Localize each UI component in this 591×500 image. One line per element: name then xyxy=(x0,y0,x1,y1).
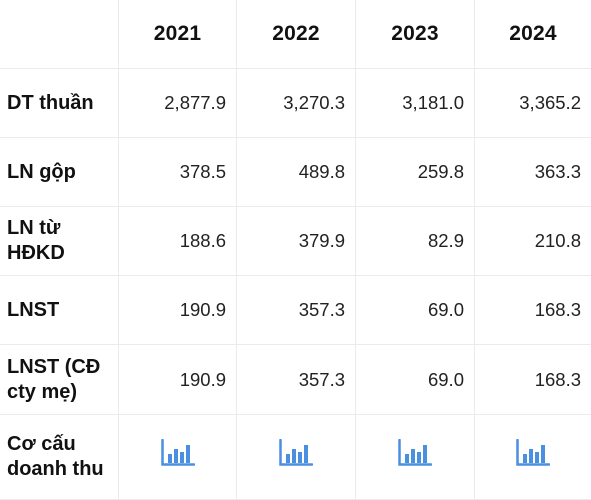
column-header-2024: 2024 xyxy=(475,0,591,69)
row-label-ln-gop: LN gộp xyxy=(0,138,119,207)
row-label-lnst-cd-cty-me: LNST (CĐ cty mẹ) xyxy=(0,345,119,415)
table-cell: 168.3 xyxy=(475,276,591,345)
column-header-2021: 2021 xyxy=(119,0,237,69)
table-cell: 168.3 xyxy=(475,345,591,415)
row-label-text: LN từ xyxy=(7,217,61,239)
column-header-2023: 2023 xyxy=(356,0,475,69)
table-cell: 3,365.2 xyxy=(475,69,591,138)
table-cell: 259.8 xyxy=(356,138,475,207)
table-cell: 210.8 xyxy=(475,207,591,276)
table-cell: 82.9 xyxy=(356,207,475,276)
table-cell: 489.8 xyxy=(237,138,356,207)
table-cell: 2,877.9 xyxy=(119,69,237,138)
table-cell: 357.3 xyxy=(237,345,356,415)
bar-chart-icon[interactable] xyxy=(398,438,432,466)
row-label-lnst: LNST xyxy=(0,276,119,345)
revenue-structure-chart-button-2024[interactable] xyxy=(475,415,591,500)
row-label-text: cty mẹ) xyxy=(7,380,78,403)
header-empty-cell xyxy=(0,0,119,69)
row-label-ln-tu-hdkd: LN từ HĐKD xyxy=(0,207,119,276)
table-cell: 188.6 xyxy=(119,207,237,276)
column-header-2022: 2022 xyxy=(237,0,356,69)
row-label-text: LNST (CĐ xyxy=(7,355,101,378)
table-cell: 3,270.3 xyxy=(237,69,356,138)
row-label-text: HĐKD xyxy=(7,242,65,264)
row-label-text: Cơ cấu xyxy=(7,433,76,455)
row-label-co-cau-doanh-thu: Cơ cấu doanh thu xyxy=(0,415,119,500)
row-label-text: LN gộp xyxy=(7,160,76,183)
table-cell: 69.0 xyxy=(356,276,475,345)
bar-chart-icon[interactable] xyxy=(516,438,550,466)
table-cell: 379.9 xyxy=(237,207,356,276)
table-cell: 378.5 xyxy=(119,138,237,207)
row-label-text: doanh thu xyxy=(7,458,104,480)
row-label-text: DT thuần xyxy=(7,91,94,114)
row-label-text: LNST xyxy=(7,298,60,321)
revenue-structure-chart-button-2022[interactable] xyxy=(237,415,356,500)
table-cell: 190.9 xyxy=(119,345,237,415)
table-cell: 69.0 xyxy=(356,345,475,415)
bar-chart-icon[interactable] xyxy=(160,438,195,466)
row-label-dt-thuan: DT thuần xyxy=(0,69,119,138)
bar-chart-icon[interactable] xyxy=(279,438,313,466)
revenue-structure-chart-button-2023[interactable] xyxy=(356,415,475,500)
table-cell: 3,181.0 xyxy=(356,69,475,138)
table-cell: 363.3 xyxy=(475,138,591,207)
table-cell: 190.9 xyxy=(119,276,237,345)
table-cell: 357.3 xyxy=(237,276,356,345)
revenue-structure-chart-button-2021[interactable] xyxy=(119,415,237,500)
